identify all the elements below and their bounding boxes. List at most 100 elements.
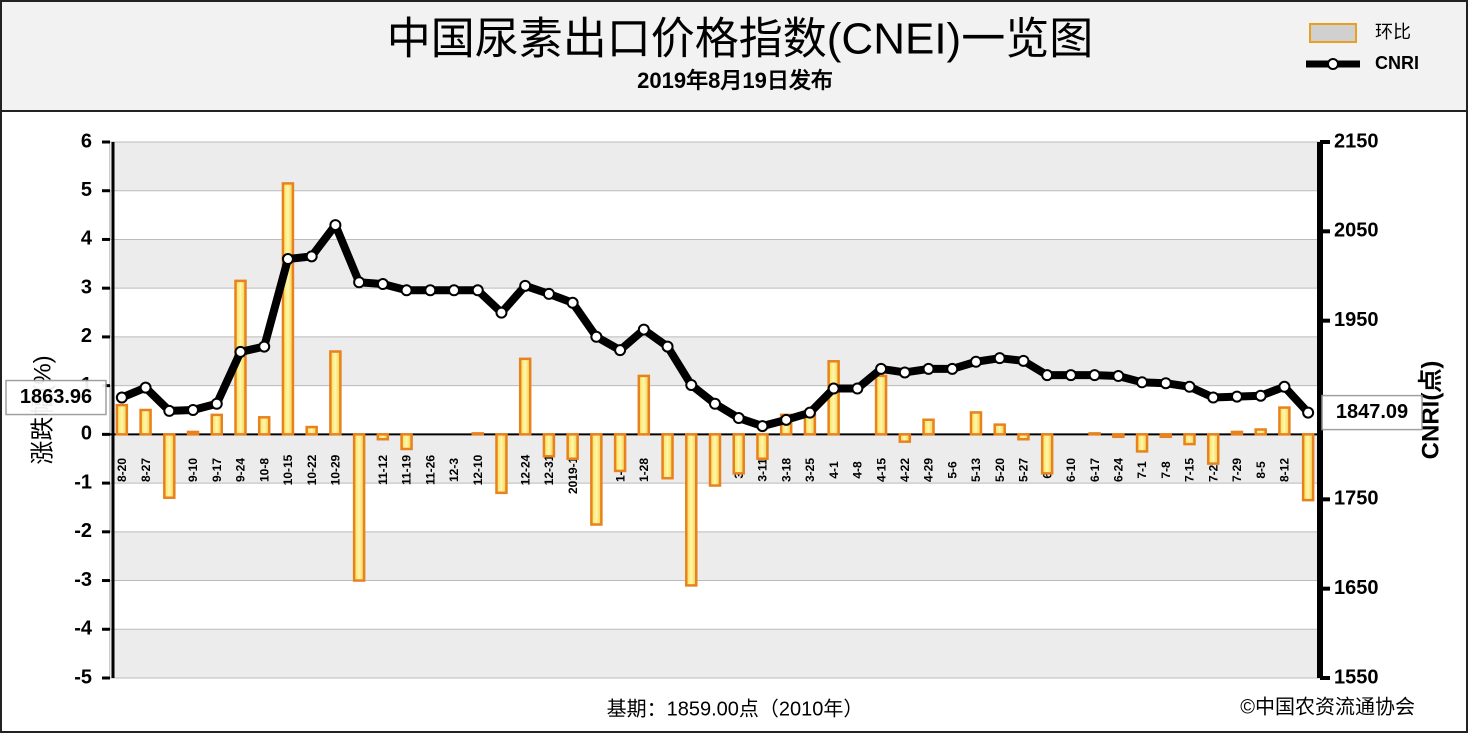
value-label-box bbox=[5, 379, 107, 416]
x-tick-label: 12-3 bbox=[447, 458, 461, 482]
y2-tick-label: 1950 bbox=[1334, 309, 1379, 331]
marker bbox=[1230, 390, 1243, 403]
x-tick-label: 10-22 bbox=[305, 454, 319, 485]
x-tick-label: 8-12 bbox=[1278, 458, 1292, 482]
bar bbox=[1159, 433, 1173, 439]
marker bbox=[851, 382, 864, 395]
x-tick-label: 4-22 bbox=[898, 458, 912, 482]
bar bbox=[993, 423, 1006, 436]
grid-band bbox=[110, 629, 1320, 678]
bar bbox=[115, 403, 129, 436]
bar bbox=[1112, 433, 1125, 439]
marker bbox=[139, 381, 152, 394]
x-tick-label: 7-29 bbox=[1230, 458, 1244, 482]
y2-tick-label: 1650 bbox=[1334, 577, 1379, 599]
marker bbox=[661, 340, 674, 353]
marker bbox=[1302, 406, 1315, 419]
bar bbox=[1040, 433, 1054, 475]
bar bbox=[471, 432, 484, 436]
marker bbox=[187, 404, 200, 416]
marker bbox=[780, 413, 793, 426]
x-tick-label: 4-8 bbox=[851, 461, 865, 479]
y-tick-label: 4 bbox=[81, 228, 93, 250]
bar bbox=[1135, 433, 1149, 453]
x-tick-label: 11-12 bbox=[376, 455, 390, 485]
marker bbox=[210, 397, 223, 410]
y2-tick-label: 1750 bbox=[1334, 488, 1379, 510]
bar bbox=[637, 374, 651, 436]
x-tick-label: 9-24 bbox=[234, 458, 248, 482]
x-tick-label: 12-10 bbox=[471, 454, 485, 485]
bar bbox=[1301, 433, 1315, 502]
y-tick-label: 5 bbox=[81, 179, 92, 201]
y2-tick-label: 2050 bbox=[1334, 220, 1379, 242]
marker bbox=[1159, 377, 1172, 390]
bar bbox=[542, 433, 556, 458]
header bbox=[0, 0, 1468, 112]
bar bbox=[1230, 430, 1244, 436]
y-tick-label: 2 bbox=[81, 325, 92, 347]
x-tick-label: 3-11 bbox=[756, 458, 770, 482]
marker bbox=[258, 340, 271, 353]
bar bbox=[708, 433, 722, 487]
marker bbox=[1254, 389, 1267, 402]
x-tick-label: 9-17 bbox=[210, 458, 224, 482]
x-tick-label: 5-27 bbox=[1017, 458, 1031, 482]
marker bbox=[614, 344, 627, 357]
legend-label: CNRI bbox=[1375, 53, 1419, 73]
bar bbox=[661, 433, 674, 480]
marker bbox=[495, 306, 508, 319]
bar bbox=[685, 433, 698, 587]
x-tick-label: 4-29 bbox=[922, 458, 936, 482]
bar bbox=[210, 413, 224, 436]
marker bbox=[827, 382, 840, 395]
marker bbox=[1017, 354, 1030, 367]
marker bbox=[424, 284, 437, 297]
x-tick-label: 12-31 bbox=[542, 454, 556, 485]
legend-swatch bbox=[1309, 23, 1357, 43]
chart-title: 中国尿素出口价格指数(CNEI)一览图 bbox=[387, 15, 1093, 64]
grid-band bbox=[110, 239, 1320, 289]
bar bbox=[1278, 406, 1291, 436]
x-tick-label: 6-10 bbox=[1064, 458, 1078, 482]
bar bbox=[732, 433, 745, 475]
marker bbox=[969, 355, 982, 368]
x-tick-label: 3-18 bbox=[779, 458, 793, 482]
y2-tick-label: 1550 bbox=[1334, 666, 1379, 688]
marker bbox=[732, 412, 745, 425]
marker bbox=[519, 279, 532, 292]
x-tick-label: 11-26 bbox=[423, 455, 437, 485]
x-tick-label: 1-28 bbox=[637, 458, 651, 482]
bar bbox=[186, 430, 200, 436]
credit: ©中国农资流通协会 bbox=[1240, 695, 1415, 718]
marker bbox=[590, 330, 603, 343]
x-tick-label: 3-25 bbox=[803, 458, 817, 482]
y-tick-label: 0 bbox=[81, 423, 92, 445]
marker bbox=[329, 219, 342, 232]
y-tick-label: 3 bbox=[81, 276, 92, 298]
value-label: 1863.96 bbox=[20, 386, 92, 408]
y2-tick-label: 2150 bbox=[1334, 130, 1379, 152]
bar bbox=[1206, 433, 1220, 465]
marker bbox=[376, 278, 389, 291]
bar bbox=[495, 433, 508, 495]
marker bbox=[234, 345, 247, 358]
x-tick-label: 8-5 bbox=[1254, 461, 1268, 479]
x-tick-label: 12-24 bbox=[518, 454, 532, 485]
x-tick-label: 9-10 bbox=[186, 458, 200, 482]
y-tick-label: 6 bbox=[81, 130, 92, 152]
y-tick-label: -3 bbox=[74, 569, 92, 591]
bar bbox=[257, 416, 271, 436]
marker bbox=[637, 323, 650, 336]
marker bbox=[542, 287, 555, 300]
bar bbox=[139, 408, 152, 436]
x-tick-label: 4-1 bbox=[827, 461, 841, 479]
marker bbox=[685, 378, 698, 391]
x-tick-label: 8-27 bbox=[139, 458, 153, 482]
x-tick-label: 7-8 bbox=[1159, 461, 1173, 479]
bar bbox=[566, 433, 579, 460]
bar bbox=[898, 433, 912, 443]
x-tick-label: 5-6 bbox=[945, 461, 959, 479]
legend-marker bbox=[1327, 58, 1339, 70]
